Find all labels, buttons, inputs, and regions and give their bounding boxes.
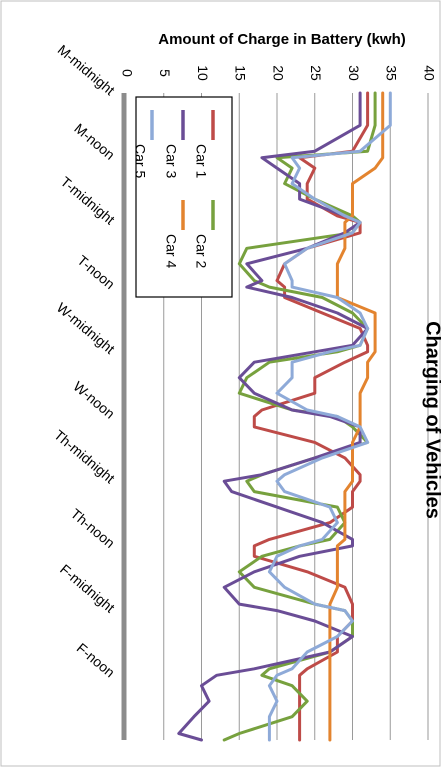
value-tick-label: 10	[195, 65, 211, 81]
legend-entry: Car 4	[163, 234, 179, 268]
chart-title: Charging of Vehicles	[422, 321, 441, 519]
legend-entry: Car 1	[193, 144, 209, 178]
value-tick-label: 5	[157, 69, 173, 77]
value-tick-label: 25	[308, 65, 324, 81]
series-line	[267, 91, 392, 742]
legend-entry: Car 3	[163, 144, 179, 178]
legend-entry: Car 5	[132, 144, 148, 178]
value-tick-label: 20	[270, 65, 286, 81]
value-tick-label: 40	[421, 65, 437, 81]
legend-entry: Car 2	[193, 234, 209, 268]
value-tick-label: 15	[233, 65, 249, 81]
value-tick-label: 30	[346, 65, 362, 81]
value-tick-label: 35	[384, 65, 400, 81]
value-tick-label: 0	[119, 69, 135, 77]
value-axis-title: Amount of Charge in Battery (kwh)	[158, 31, 406, 48]
